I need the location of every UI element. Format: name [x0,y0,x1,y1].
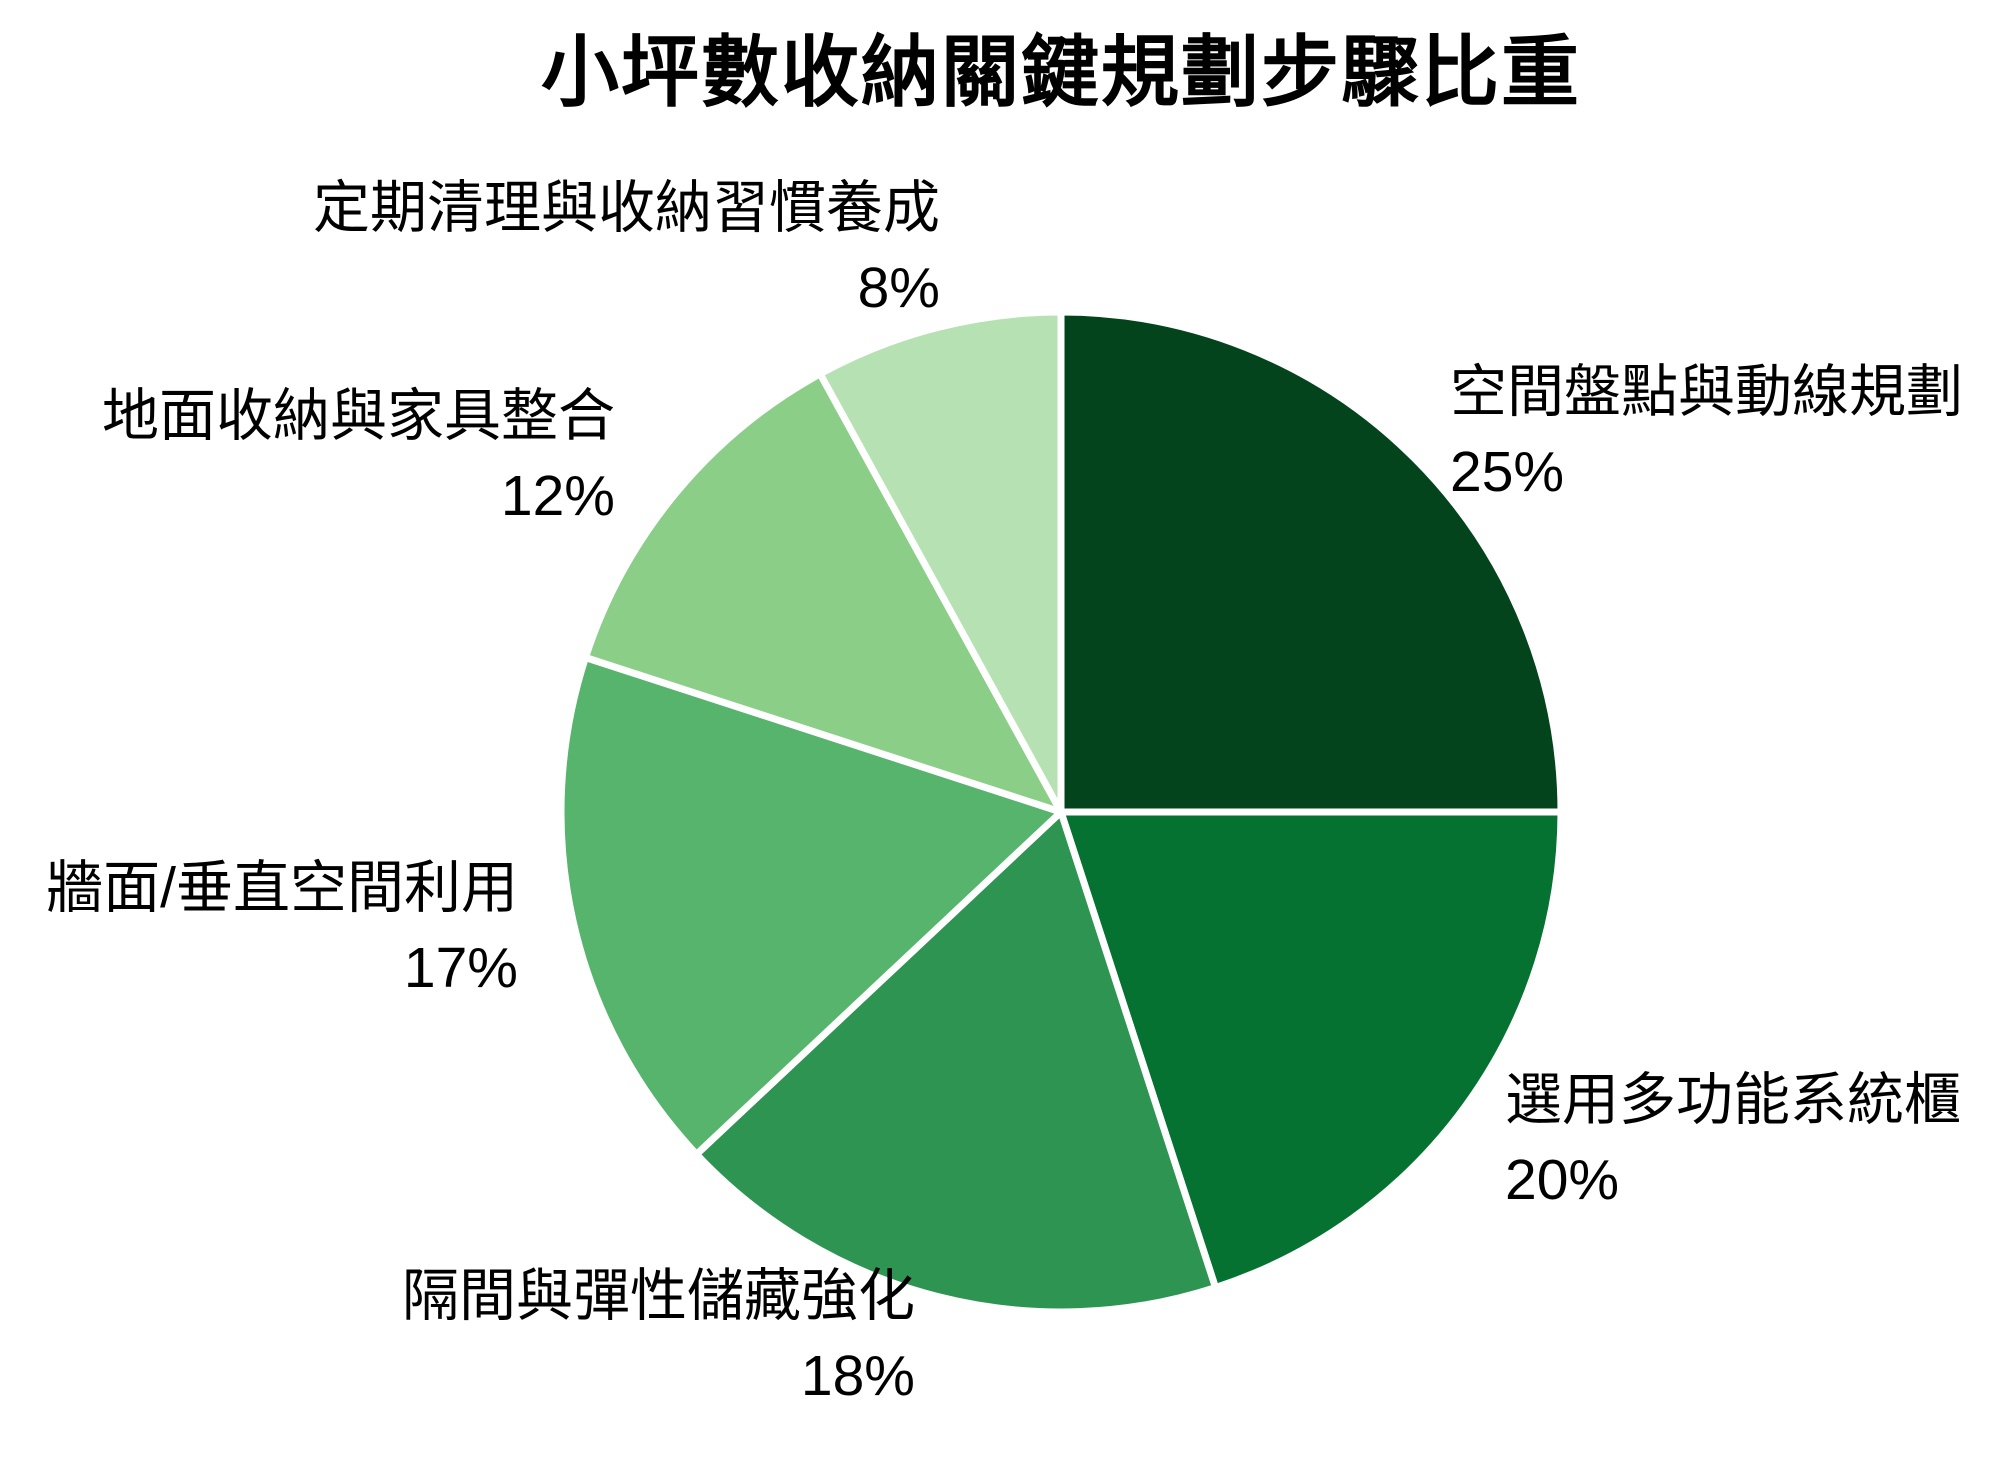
slice-pct-text: 12% [500,464,615,528]
slice-label-space-inventory: 空間盤點與動線規劃 25% [1450,352,1963,512]
slice-pct-text: 20% [1505,1148,1620,1212]
slice-pct-text: 17% [403,936,518,1000]
slice-pct-text: 8% [857,256,940,320]
slice-label-floor-furniture: 地面收納與家具整合 12% [102,376,615,536]
slice-label-partition-storage: 隔間與彈性儲藏強化 18% [402,1256,915,1416]
chart-title: 小坪數收納關鍵規劃步驟比重 [540,28,1582,116]
slice-label-text: 隔間與彈性儲藏強化 [402,1264,915,1328]
slice-pct-text: 18% [800,1344,915,1408]
pie-slice-4 [557,653,1065,1158]
slice-pct-text: 25% [1450,440,1565,504]
pie-slice-3 [693,808,1220,1316]
slice-label-text: 選用多功能系統櫃 [1505,1068,1961,1132]
pie-slice-6 [816,308,1065,816]
slice-label-text: 牆面/垂直空間利用 [46,856,518,920]
slice-label-text: 空間盤點與動線規劃 [1450,360,1963,424]
pie-slice-5 [581,370,1065,816]
slice-label-regular-cleanup: 定期清理與收納習慣養成 8% [313,168,940,328]
slice-label-text: 地面收納與家具整合 [102,384,615,448]
slice-label-text: 定期清理與收納習慣養成 [313,176,940,240]
pie-slice-2 [1057,808,1565,1292]
pie-slice-1 [1057,308,1565,816]
slice-label-system-cabinet: 選用多功能系統櫃 20% [1505,1060,1961,1220]
slice-label-wall-vertical: 牆面/垂直空間利用 17% [46,848,518,1008]
